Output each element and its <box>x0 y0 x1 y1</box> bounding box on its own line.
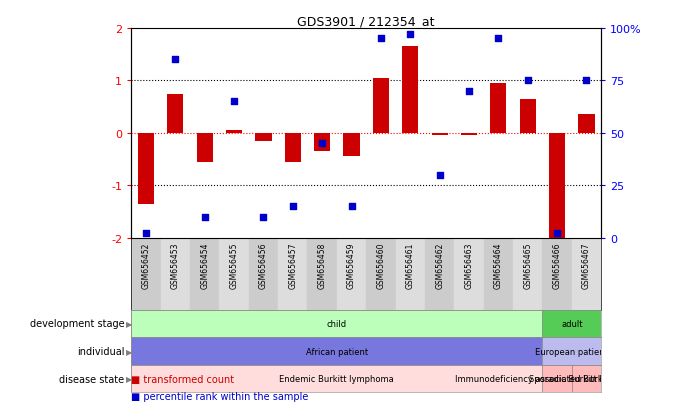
Bar <box>197 133 213 162</box>
Text: GSM656464: GSM656464 <box>494 242 503 288</box>
Bar <box>542 365 571 392</box>
Bar <box>432 133 448 136</box>
Bar <box>571 238 601 310</box>
Text: ▶: ▶ <box>126 319 133 328</box>
Bar <box>542 337 601 365</box>
Point <box>229 99 240 105</box>
Point <box>287 204 299 210</box>
Point <box>581 78 592 85</box>
Bar <box>307 238 337 310</box>
Text: GSM656453: GSM656453 <box>171 242 180 288</box>
Bar <box>578 115 594 133</box>
Point <box>346 204 357 210</box>
Text: child: child <box>327 319 347 328</box>
Bar <box>571 365 601 392</box>
Bar <box>425 238 455 310</box>
Bar <box>542 310 601 337</box>
Point <box>316 141 328 147</box>
Bar <box>314 133 330 152</box>
Bar <box>167 94 183 133</box>
Bar <box>138 133 154 204</box>
Bar <box>395 238 425 310</box>
Point <box>170 57 181 64</box>
Bar <box>491 84 507 133</box>
Text: GSM656467: GSM656467 <box>582 242 591 288</box>
Bar <box>131 238 160 310</box>
Bar <box>131 337 542 365</box>
Text: GSM656463: GSM656463 <box>464 242 473 288</box>
Text: GSM656462: GSM656462 <box>435 242 444 288</box>
Point <box>434 172 445 179</box>
Bar <box>219 238 249 310</box>
Text: GSM656461: GSM656461 <box>406 242 415 288</box>
Point <box>258 214 269 221</box>
Text: GSM656457: GSM656457 <box>288 242 297 288</box>
Text: ■ transformed count: ■ transformed count <box>131 374 234 384</box>
Bar <box>285 133 301 162</box>
Bar <box>190 238 219 310</box>
Text: GSM656455: GSM656455 <box>229 242 238 288</box>
Text: development stage: development stage <box>30 319 124 329</box>
Bar <box>484 238 513 310</box>
Text: GSM656459: GSM656459 <box>347 242 356 288</box>
Point <box>551 230 562 237</box>
Bar <box>337 238 366 310</box>
Text: European patient: European patient <box>536 347 608 356</box>
Text: Sporadic Burkitt lymphoma: Sporadic Burkitt lymphoma <box>529 374 644 383</box>
Point <box>375 36 386 43</box>
Title: GDS3901 / 212354_at: GDS3901 / 212354_at <box>298 15 435 28</box>
Text: disease state: disease state <box>59 374 124 384</box>
Bar <box>402 47 418 133</box>
Point <box>405 32 416 38</box>
Text: ▶: ▶ <box>126 347 133 356</box>
Bar <box>278 238 307 310</box>
Text: GSM656456: GSM656456 <box>259 242 268 288</box>
Text: adult: adult <box>561 319 583 328</box>
Point <box>493 36 504 43</box>
Text: ▶: ▶ <box>126 374 133 383</box>
Text: African patient: African patient <box>306 347 368 356</box>
Bar <box>343 133 359 157</box>
Bar <box>366 238 395 310</box>
Text: ■ percentile rank within the sample: ■ percentile rank within the sample <box>131 391 309 401</box>
Bar <box>160 238 190 310</box>
Bar <box>461 133 477 136</box>
Bar <box>256 133 272 141</box>
Bar <box>249 238 278 310</box>
Text: GSM656460: GSM656460 <box>377 242 386 288</box>
Text: Immunodeficiency associated Burkitt lymphoma: Immunodeficiency associated Burkitt lymp… <box>455 374 659 383</box>
Text: GSM656458: GSM656458 <box>318 242 327 288</box>
Point <box>140 230 151 237</box>
Text: individual: individual <box>77 346 124 356</box>
Bar <box>549 133 565 238</box>
Bar <box>520 100 536 133</box>
Point <box>199 214 210 221</box>
Text: Endemic Burkitt lymphoma: Endemic Burkitt lymphoma <box>279 374 395 383</box>
Bar <box>226 131 242 133</box>
Bar <box>455 238 484 310</box>
Bar <box>131 365 542 392</box>
Text: GSM656452: GSM656452 <box>142 242 151 288</box>
Bar <box>373 78 389 133</box>
Bar <box>513 238 542 310</box>
Text: GSM656465: GSM656465 <box>523 242 532 288</box>
Bar <box>542 238 571 310</box>
Text: GSM656454: GSM656454 <box>200 242 209 288</box>
Bar <box>131 310 542 337</box>
Text: GSM656466: GSM656466 <box>553 242 562 288</box>
Point <box>522 78 533 85</box>
Point <box>464 88 475 95</box>
